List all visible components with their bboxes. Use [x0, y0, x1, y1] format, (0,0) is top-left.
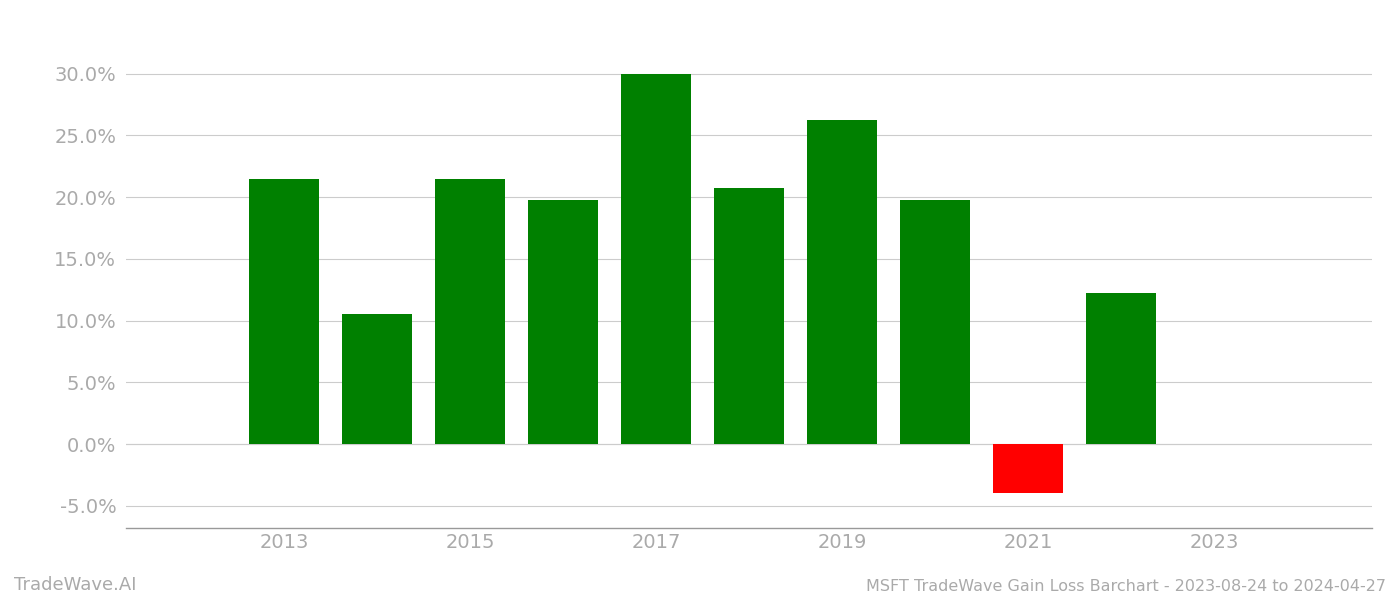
Bar: [1086, 293, 1156, 444]
Text: TradeWave.AI: TradeWave.AI: [14, 576, 137, 594]
Bar: [435, 179, 505, 444]
Bar: [714, 188, 784, 444]
Bar: [993, 444, 1063, 493]
Bar: [808, 121, 876, 444]
Bar: [900, 200, 970, 444]
Bar: [528, 200, 598, 444]
Bar: [342, 314, 412, 444]
Bar: [622, 74, 690, 444]
Text: MSFT TradeWave Gain Loss Barchart - 2023-08-24 to 2024-04-27: MSFT TradeWave Gain Loss Barchart - 2023…: [867, 579, 1386, 594]
Bar: [249, 179, 319, 444]
